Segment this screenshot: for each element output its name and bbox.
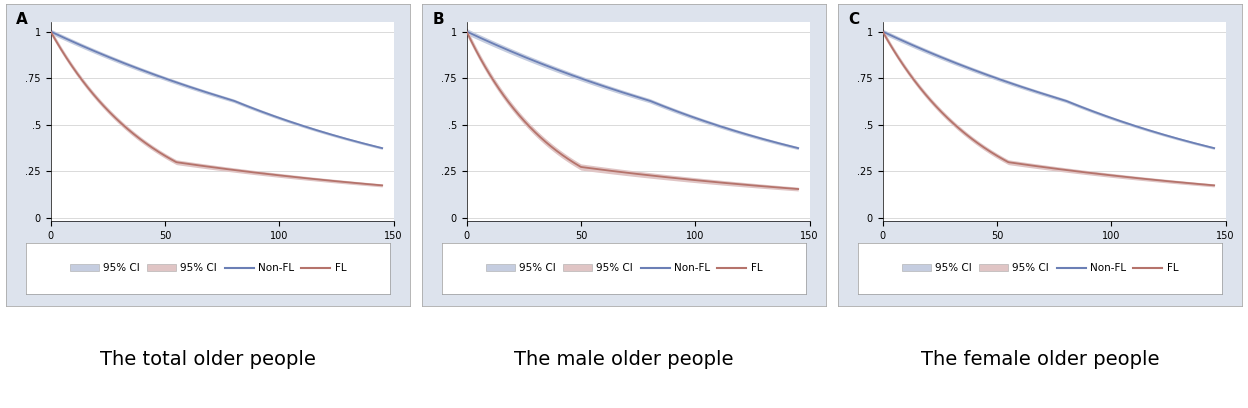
X-axis label: analysis time: analysis time [1020,244,1088,254]
Legend: 95% CI, 95% CI, Non-FL, FL: 95% CI, 95% CI, Non-FL, FL [485,263,763,273]
Legend: 95% CI, 95% CI, Non-FL, FL: 95% CI, 95% CI, Non-FL, FL [902,263,1178,273]
Text: A: A [16,11,27,27]
Legend: 95% CI, 95% CI, Non-FL, FL: 95% CI, 95% CI, Non-FL, FL [70,263,346,273]
X-axis label: analysis time: analysis time [604,244,673,254]
Text: The male older people: The male older people [514,350,734,368]
Text: The total older people: The total older people [100,350,316,368]
Text: C: C [849,11,860,27]
Text: B: B [432,11,444,27]
Text: The female older people: The female older people [921,350,1159,368]
X-axis label: analysis time: analysis time [187,244,257,254]
